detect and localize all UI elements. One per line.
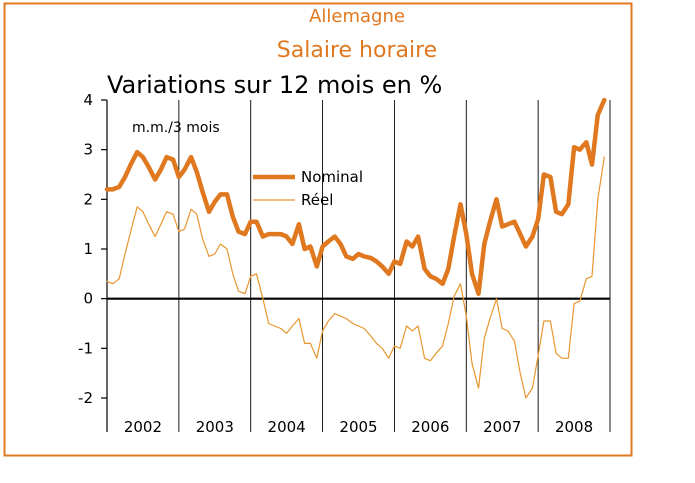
x-category-label: 2003	[196, 418, 234, 436]
x-category-label: 2005	[339, 418, 377, 436]
y-tick-label: 4	[83, 91, 93, 109]
x-category-label: 2006	[411, 418, 449, 436]
y-tick-label: 3	[83, 141, 93, 159]
y-tick-label: 1	[83, 240, 93, 258]
units-label: Variations sur 12 mois en %	[107, 71, 442, 99]
y-tick-label: 0	[83, 290, 93, 308]
x-category-label: 2007	[483, 418, 521, 436]
legend-label-reel: Réel	[301, 191, 333, 209]
y-tick-label: -2	[78, 389, 93, 407]
plot-area: 4 3 2 1 0 -1 -2 2002 2003 2004 2005 2006 2007 2008	[78, 91, 611, 436]
y-tick-label: -1	[78, 339, 93, 357]
legend-label-nominal: Nominal	[301, 168, 363, 186]
chart-border	[3, 2, 633, 457]
x-category-label: 2002	[124, 418, 162, 436]
x-category-label: 2004	[268, 418, 306, 436]
series-line-reel	[106, 156, 605, 399]
smoothing-note: m.m./3 mois	[132, 120, 220, 136]
x-category-label: 2008	[555, 418, 593, 436]
y-tick-label: 2	[83, 190, 93, 208]
series-line-nominal	[104, 97, 607, 296]
chart-subtitle: Salaire horaire	[277, 38, 437, 63]
legend: Nominal Réel	[253, 168, 363, 209]
chart-title: Allemagne	[309, 6, 405, 27]
